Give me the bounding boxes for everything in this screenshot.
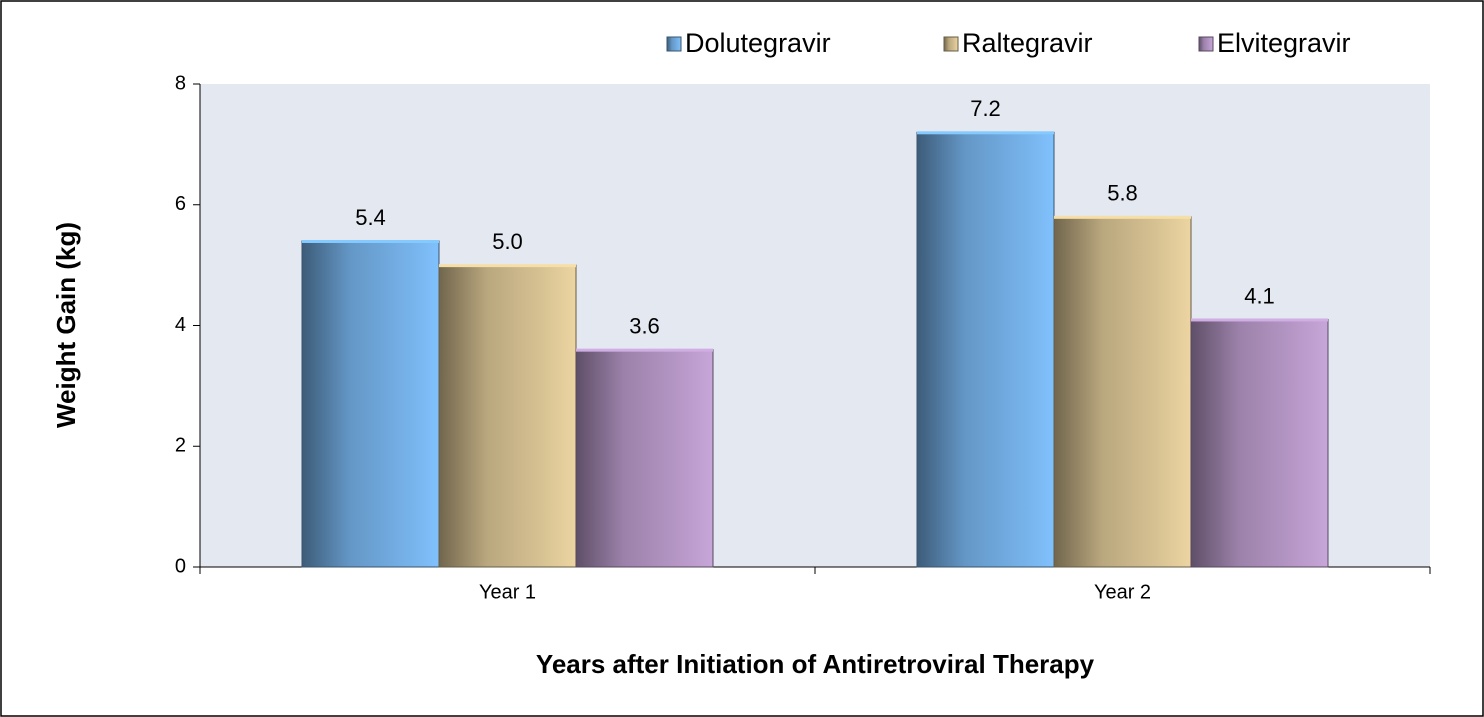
bar-top [1054, 215, 1191, 219]
y-tick-label: 4 [175, 314, 186, 336]
bar [1190, 318, 1329, 568]
bar [438, 264, 577, 568]
legend-label: Raltegravir [962, 28, 1093, 58]
legend-swatch [1198, 36, 1214, 52]
value-label: 4.1 [1244, 283, 1275, 308]
bar [916, 131, 1055, 568]
bar [575, 349, 714, 568]
legend-label: Dolutegravir [685, 28, 831, 58]
bar-top [302, 239, 439, 243]
legend-swatch [666, 36, 682, 52]
y-tick-label: 6 [175, 193, 186, 215]
value-label: 5.0 [492, 229, 523, 254]
legend-label: Elvitegravir [1217, 28, 1351, 58]
x-tick-label: Year 1 [479, 581, 536, 603]
y-tick-label: 2 [175, 435, 186, 457]
value-label: 5.8 [1107, 181, 1138, 206]
bar [301, 240, 440, 568]
x-axis-title: Years after Initiation of Antiretroviral… [536, 649, 1095, 679]
bar-top [917, 131, 1054, 135]
y-tick-label: 8 [175, 72, 186, 94]
bar [1053, 216, 1192, 568]
legend-swatch [943, 36, 959, 52]
bar-top [576, 348, 713, 352]
value-label: 5.4 [355, 205, 386, 230]
bar-top [439, 264, 576, 268]
value-label: 7.2 [970, 96, 1001, 121]
value-label: 3.6 [629, 313, 660, 338]
y-axis-title: Weight Gain (kg) [51, 222, 81, 428]
x-tick-label: Year 2 [1094, 581, 1151, 603]
y-tick-label: 0 [175, 555, 186, 577]
bar-top [1191, 318, 1328, 322]
